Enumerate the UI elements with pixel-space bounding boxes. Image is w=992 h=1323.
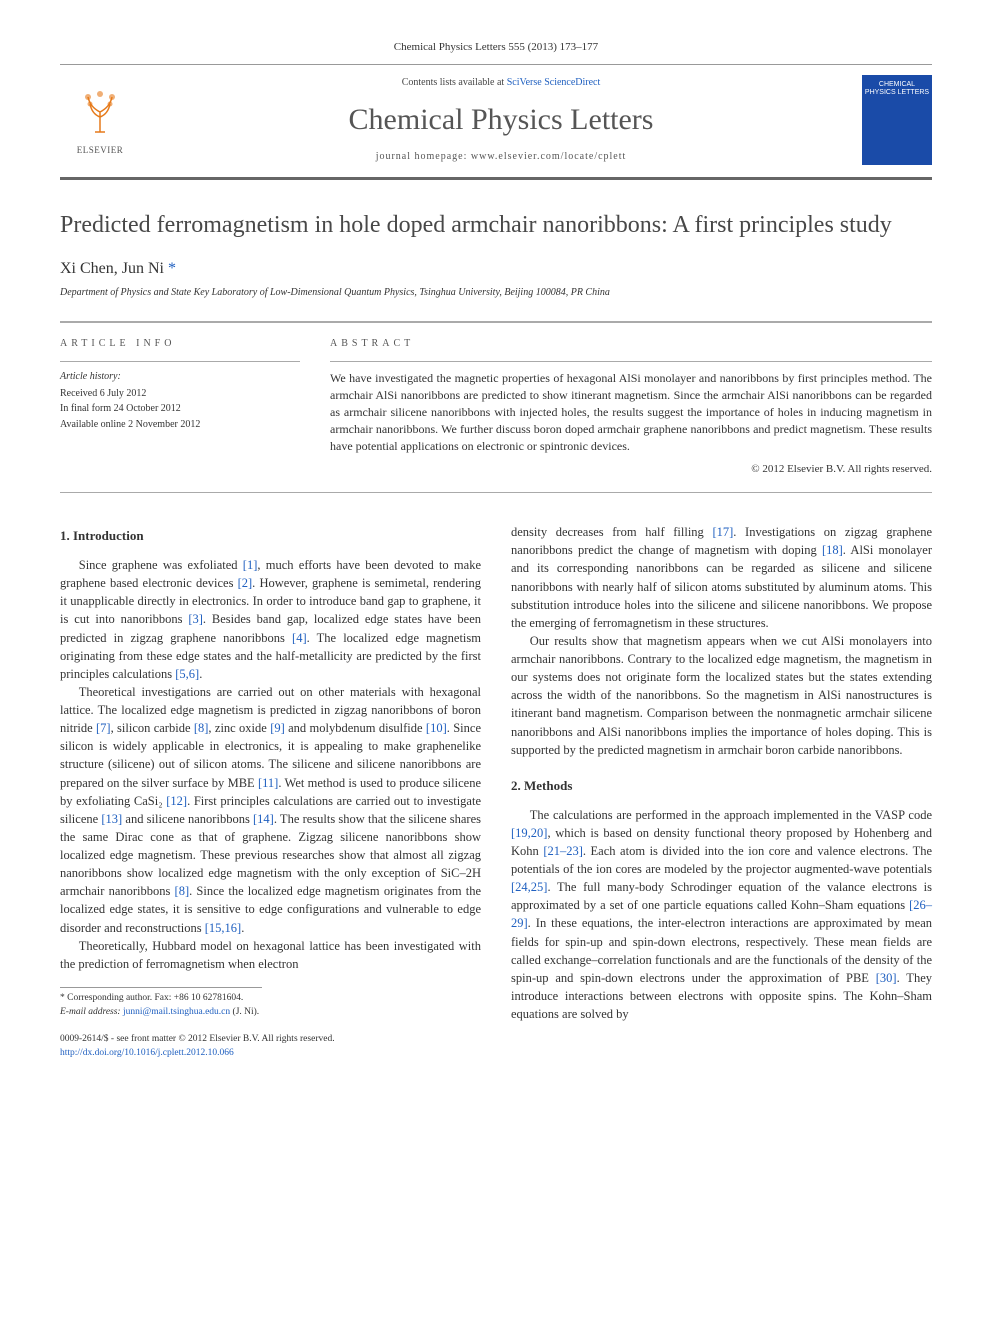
citation-link[interactable]: [17] bbox=[712, 525, 733, 539]
contents-prefix: Contents lists available at bbox=[402, 77, 507, 88]
divider bbox=[60, 361, 300, 362]
info-abstract-row: ARTICLE INFO Article history: Received 6… bbox=[60, 322, 932, 493]
elsevier-tree-logo bbox=[70, 82, 130, 142]
footer-left: 0009-2614/$ - see front matter © 2012 El… bbox=[60, 1033, 335, 1061]
abstract-copyright: © 2012 Elsevier B.V. All rights reserved… bbox=[330, 462, 932, 478]
page-container: Chemical Physics Letters 555 (2013) 173–… bbox=[0, 0, 992, 1101]
article-info-block: ARTICLE INFO Article history: Received 6… bbox=[60, 337, 300, 478]
intro-p3-cont: density decreases from half filling [17]… bbox=[511, 523, 932, 632]
contents-available-line: Contents lists available at SciVerse Sci… bbox=[140, 76, 862, 91]
history-label: Article history: bbox=[60, 370, 300, 385]
article-info-heading: ARTICLE INFO bbox=[60, 337, 300, 352]
intro-p4: Our results show that magnetism appears … bbox=[511, 632, 932, 759]
page-footer: 0009-2614/$ - see front matter © 2012 El… bbox=[60, 1033, 932, 1061]
article-title: Predicted ferromagnetism in hole doped a… bbox=[60, 210, 932, 241]
journal-header: ELSEVIER Contents lists available at Sci… bbox=[60, 64, 932, 180]
citation-link[interactable]: [2] bbox=[238, 576, 253, 590]
intro-p1: Since graphene was exfoliated [1], much … bbox=[60, 556, 481, 683]
sciencedirect-link[interactable]: SciVerse ScienceDirect bbox=[507, 77, 601, 88]
corresponding-marker[interactable]: * bbox=[168, 260, 176, 277]
citation-link[interactable]: [5,6] bbox=[175, 667, 199, 681]
online-date: Available online 2 November 2012 bbox=[60, 418, 300, 433]
journal-cover-thumb: CHEMICAL PHYSICS LETTERS bbox=[862, 75, 932, 165]
abstract-heading: ABSTRACT bbox=[330, 337, 932, 352]
citation-link[interactable]: [15,16] bbox=[205, 921, 241, 935]
citation-link[interactable]: [8] bbox=[194, 721, 209, 735]
footer-copyright: 0009-2614/$ - see front matter © 2012 El… bbox=[60, 1033, 335, 1047]
abstract-text: We have investigated the magnetic proper… bbox=[330, 370, 932, 454]
intro-p2: Theoretical investigations are carried o… bbox=[60, 683, 481, 937]
affiliation: Department of Physics and State Key Labo… bbox=[60, 286, 932, 301]
authors-text: Xi Chen, Jun Ni bbox=[60, 260, 164, 277]
abstract-block: ABSTRACT We have investigated the magnet… bbox=[330, 337, 932, 478]
citation-link[interactable]: [13] bbox=[101, 812, 122, 826]
section-2-heading: 2. Methods bbox=[511, 777, 932, 796]
email-footnote: E-mail address: junni@mail.tsinghua.edu.… bbox=[60, 1006, 262, 1020]
header-center: Contents lists available at SciVerse Sci… bbox=[140, 76, 862, 165]
section-1-heading: 1. Introduction bbox=[60, 527, 481, 546]
citation-link[interactable]: [11] bbox=[258, 776, 278, 790]
citation-link[interactable]: [3] bbox=[188, 612, 203, 626]
author-list: Xi Chen, Jun Ni * bbox=[60, 257, 932, 280]
cover-title: CHEMICAL PHYSICS LETTERS bbox=[864, 81, 930, 98]
homepage-line: journal homepage: www.elsevier.com/locat… bbox=[140, 150, 862, 165]
citation-link[interactable]: [21–23] bbox=[543, 844, 583, 858]
citation-link[interactable]: [24,25] bbox=[511, 880, 547, 894]
journal-reference: Chemical Physics Letters 555 (2013) 173–… bbox=[60, 40, 932, 56]
citation-link[interactable]: [4] bbox=[292, 631, 307, 645]
body-columns: 1. Introduction Since graphene was exfol… bbox=[60, 523, 932, 1023]
citation-link[interactable]: [19,20] bbox=[511, 826, 547, 840]
citation-link[interactable]: [1] bbox=[243, 558, 258, 572]
email-label: E-mail address: bbox=[60, 1007, 121, 1017]
citation-link[interactable]: [12] bbox=[166, 794, 187, 808]
journal-title: Chemical Physics Letters bbox=[140, 98, 862, 142]
intro-p3: Theoretically, Hubbard model on hexagona… bbox=[60, 937, 481, 973]
footnote-block: * Corresponding author. Fax: +86 10 6278… bbox=[60, 987, 262, 1020]
homepage-url[interactable]: www.elsevier.com/locate/cplett bbox=[471, 151, 626, 162]
publisher-name: ELSEVIER bbox=[77, 144, 124, 157]
citation-link[interactable]: [26–29] bbox=[511, 898, 932, 930]
citation-link[interactable]: [18] bbox=[822, 543, 843, 557]
citation-link[interactable]: [10] bbox=[426, 721, 447, 735]
doi-link[interactable]: http://dx.doi.org/10.1016/j.cplett.2012.… bbox=[60, 1048, 234, 1058]
homepage-prefix: journal homepage: bbox=[376, 151, 471, 162]
citation-link[interactable]: [8] bbox=[175, 884, 190, 898]
citation-link[interactable]: [30] bbox=[876, 971, 897, 985]
methods-p1: The calculations are performed in the ap… bbox=[511, 806, 932, 1024]
final-form-date: In final form 24 October 2012 bbox=[60, 402, 300, 417]
received-date: Received 6 July 2012 bbox=[60, 387, 300, 402]
citation-link[interactable]: [7] bbox=[96, 721, 111, 735]
publisher-block: ELSEVIER bbox=[60, 82, 140, 157]
email-link[interactable]: junni@mail.tsinghua.edu.cn bbox=[123, 1007, 230, 1017]
divider bbox=[330, 361, 932, 362]
citation-link[interactable]: [9] bbox=[270, 721, 285, 735]
email-who: (J. Ni). bbox=[233, 1007, 260, 1017]
corresponding-footnote: * Corresponding author. Fax: +86 10 6278… bbox=[60, 992, 262, 1006]
citation-link[interactable]: [14] bbox=[253, 812, 274, 826]
